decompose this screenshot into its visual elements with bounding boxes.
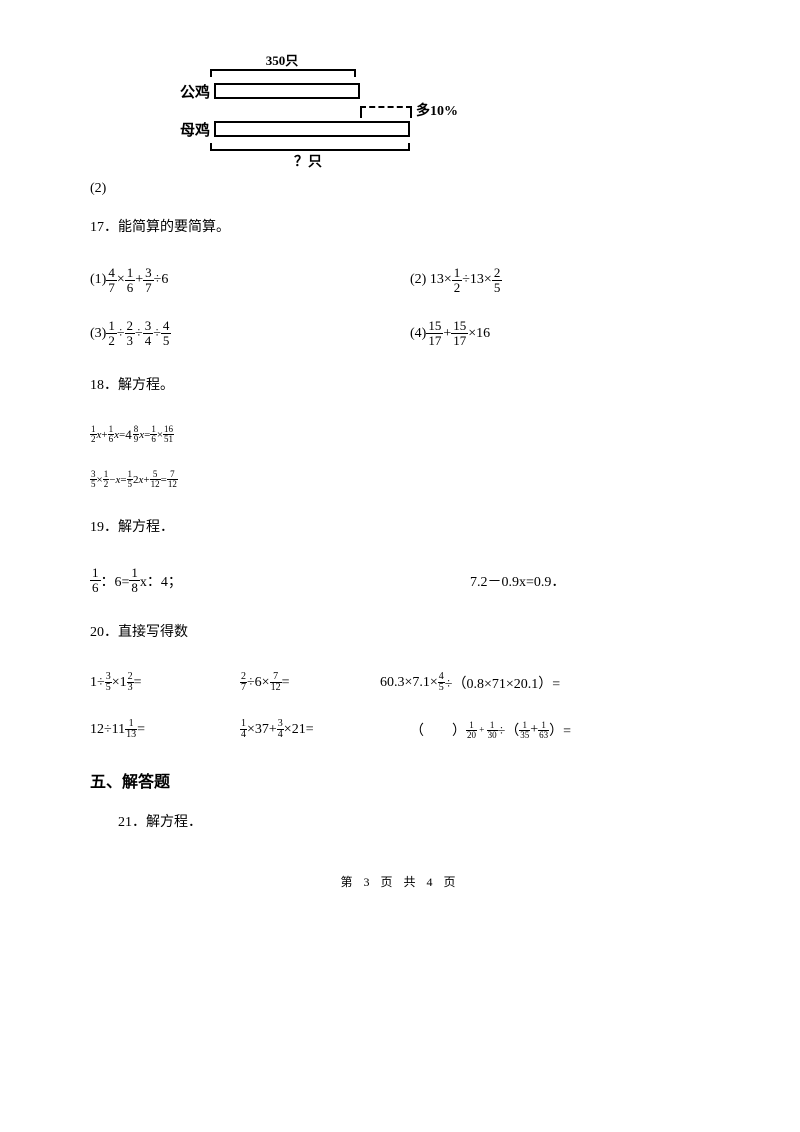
- brace-bottom: [210, 141, 410, 151]
- diagram-row2-label: 母鸡: [160, 119, 210, 140]
- bar-rooster: [214, 83, 360, 99]
- subpart-2: (2): [90, 181, 710, 197]
- q17-1-prefix: (1): [90, 272, 106, 288]
- q20-title: 20．直接写得数: [90, 620, 710, 647]
- chicken-diagram: 350只 公鸡 多10% 母鸡 ？只: [160, 50, 710, 171]
- q17-4-prefix: (4): [410, 326, 426, 342]
- q18-title: 18．解方程。: [90, 373, 710, 400]
- bar-hen: [214, 121, 410, 137]
- brace-top: [210, 69, 356, 79]
- q21-title: 21．解方程．: [118, 810, 710, 837]
- diagram-bottom-label: ？只: [208, 151, 408, 171]
- q17-2-prefix: (2) 13×: [410, 272, 452, 288]
- q17-row1: (1) 47 × 16 + 37 ÷6 (2) 13× 12 ÷13× 25: [90, 266, 710, 296]
- section-5-header: 五、解答题: [90, 768, 710, 792]
- q17-row2: (3) 12 ÷ 23 ÷ 34 ÷ 45 (4) 1517 + 1517 ×1…: [90, 319, 710, 349]
- q18-eq1: 12 x + 16 x = 489 x = 16 × 1651: [90, 425, 710, 444]
- q19-eq2: 7.2－0.9x=0.9．: [470, 571, 565, 591]
- dashed-brace: [360, 106, 412, 118]
- diagram-row1-label: 公鸡: [160, 81, 210, 102]
- q19-title: 19．解方程．: [90, 515, 710, 542]
- q18-eq2: 35 × 12 − x = 152x + 512 = 712: [90, 470, 710, 489]
- q19-row: 16 ：6= 18 x：4； 7.2－0.9x=0.9．: [90, 566, 710, 596]
- q20-row2: 12÷11 113 = 14 ×37+ 34 ×21= （ ） 120 + 13…: [90, 719, 710, 740]
- diagram-top-label: 350只: [208, 50, 356, 69]
- q17-3-prefix: (3): [90, 326, 106, 342]
- diagram-extra-label: 多10%: [416, 100, 458, 120]
- q17-title: 17．能简算的要简算。: [90, 215, 710, 242]
- q20-row1: 1÷ 35 ×1 23 = 27 ÷6× 712 = 60.3×7.1× 45 …: [90, 672, 710, 693]
- page-footer: 第 3 页 共 4 页: [90, 873, 710, 890]
